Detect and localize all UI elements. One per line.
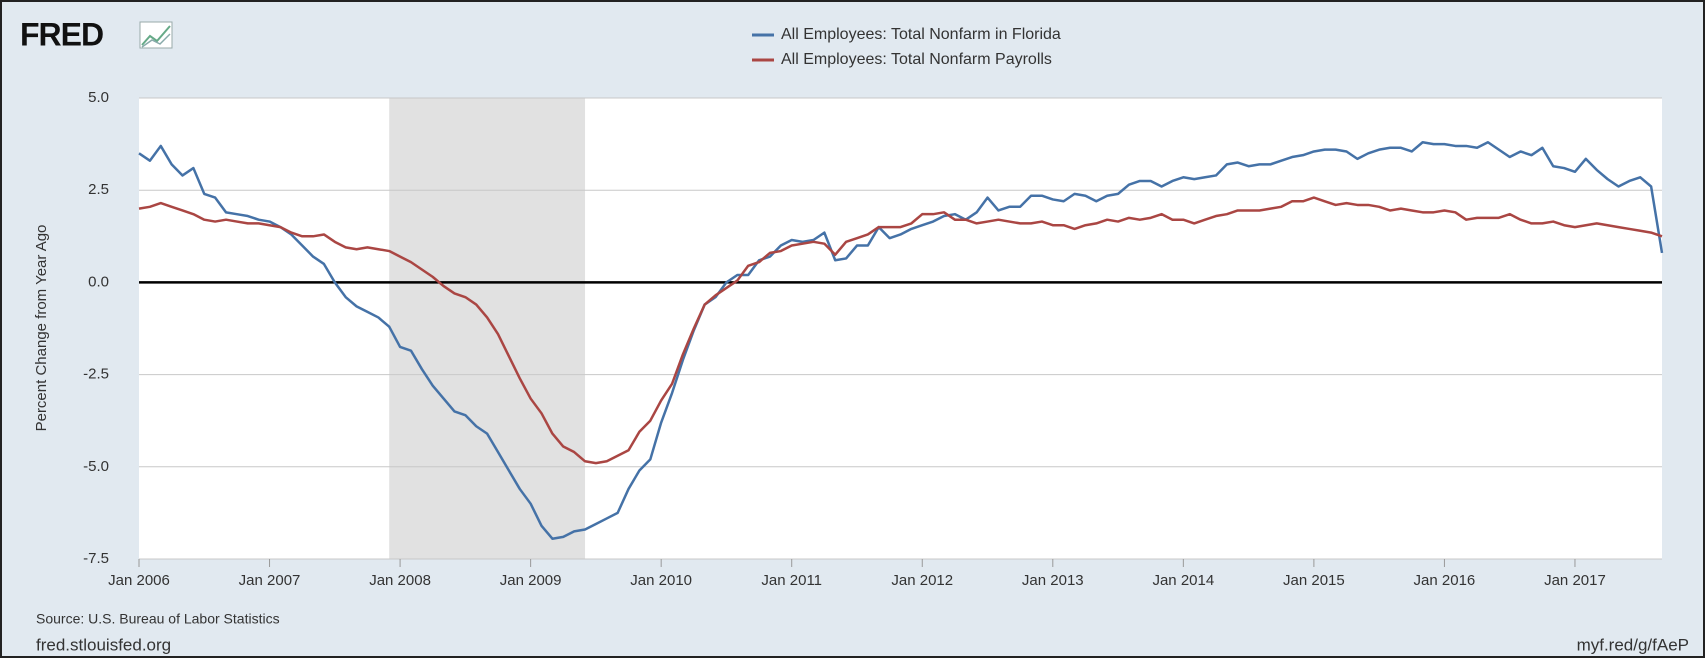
- y-tick-label: -5.0: [83, 458, 109, 475]
- x-tick-label: Jan 2015: [1283, 572, 1345, 589]
- logo-icon: [139, 21, 173, 49]
- x-tick-label: Jan 2007: [239, 572, 301, 589]
- source: Source: U.S. Bureau of Labor Statistics: [36, 611, 280, 627]
- x-tick-label: Jan 2013: [1022, 572, 1084, 589]
- x-tick-label: Jan 2009: [500, 572, 562, 589]
- x-tick-label: Jan 2011: [761, 572, 822, 589]
- legend-label: All Employees: Total Nonfarm Payrolls: [781, 51, 1052, 68]
- logo: FRED: [20, 16, 103, 52]
- y-tick-label: 2.5: [88, 181, 109, 198]
- link: myf.red/g/fAeP: [1577, 635, 1689, 654]
- legend-label: All Employees: Total Nonfarm in Florida: [781, 26, 1061, 43]
- y-tick-label: -2.5: [83, 366, 109, 383]
- site: fred.stlouisfed.org: [36, 635, 171, 654]
- series-line: [138, 141, 1664, 540]
- x-tick-label: Jan 2010: [630, 572, 692, 589]
- x-tick-label: Jan 2006: [108, 572, 170, 589]
- y-tick-label: 5.0: [88, 89, 109, 106]
- y-axis-label: Percent Change from Year Ago: [33, 225, 50, 432]
- y-tick-label: -7.5: [83, 550, 109, 567]
- x-tick-label: Jan 2014: [1152, 572, 1214, 589]
- x-tick-label: Jan 2016: [1414, 572, 1476, 589]
- x-tick-label: Jan 2008: [369, 572, 431, 589]
- x-tick-label: Jan 2017: [1544, 572, 1606, 589]
- recession-band: [389, 98, 586, 559]
- y-tick-label: 0.0: [88, 273, 109, 290]
- series-line: [138, 196, 1663, 465]
- x-tick-label: Jan 2012: [891, 572, 953, 589]
- plot-area: [139, 98, 1662, 559]
